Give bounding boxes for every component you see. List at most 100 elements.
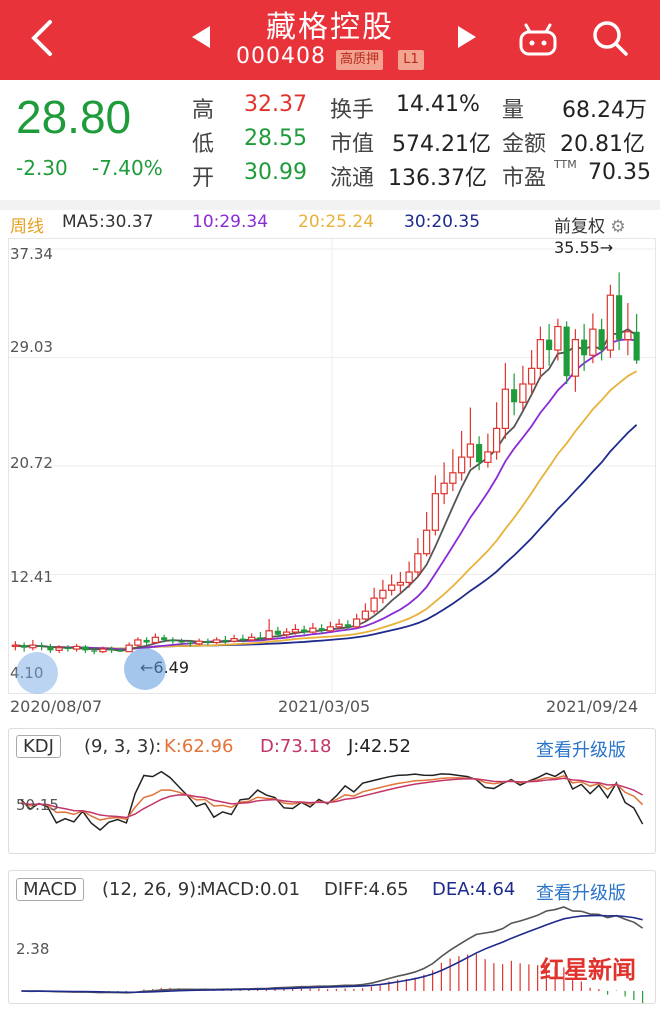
candle-body — [38, 645, 45, 647]
settings-gear-icon[interactable]: ⚙ — [610, 217, 626, 237]
candle — [484, 433, 492, 468]
search-icon[interactable] — [590, 18, 630, 58]
candle — [239, 634, 246, 643]
candle — [64, 645, 71, 652]
macd-panel[interactable] — [8, 870, 656, 1008]
candle — [344, 620, 351, 630]
candle — [117, 647, 124, 652]
candle-body — [282, 631, 291, 636]
candle — [501, 363, 510, 439]
candle-body — [606, 294, 615, 351]
candle-body — [414, 553, 422, 573]
kdj-svg — [20, 769, 644, 832]
candle — [11, 641, 20, 651]
market-cap-label: 市值 — [330, 132, 375, 157]
next-stock-icon[interactable] — [452, 22, 482, 52]
candle — [187, 639, 194, 647]
candle-body — [125, 644, 133, 653]
candle — [554, 318, 562, 361]
candle — [178, 638, 185, 646]
candle-body — [511, 389, 518, 403]
candle-body — [309, 627, 317, 633]
candle-body — [178, 641, 185, 643]
candle — [581, 323, 588, 371]
candle — [291, 624, 300, 635]
candle-body — [11, 644, 20, 648]
y-tick-1: 29.03 — [10, 338, 53, 356]
candle — [405, 561, 413, 588]
candle-body — [466, 443, 475, 458]
candle — [257, 632, 264, 642]
pledge-tag: 高质押 — [336, 50, 384, 70]
candle — [309, 622, 317, 634]
x-tick-2: 2021/09/24 — [546, 697, 639, 716]
period-label[interactable]: 周线 — [10, 217, 44, 237]
candle — [72, 643, 81, 652]
amount-value: 20.81亿 — [560, 132, 645, 157]
x-tick-0: 2020/08/07 — [10, 697, 103, 716]
pe-ttm-sup: TTM — [554, 158, 577, 171]
scroll-right-handle[interactable] — [124, 648, 166, 690]
candle-body — [204, 641, 211, 643]
kline-chart[interactable] — [8, 238, 656, 694]
turnover-label: 换手 — [330, 98, 375, 123]
candle — [282, 628, 291, 638]
candle-body — [422, 529, 431, 555]
candle — [589, 313, 597, 364]
back-icon[interactable] — [22, 16, 62, 60]
candle-body — [134, 639, 142, 646]
volume-value: 68.24万 — [562, 98, 647, 123]
candle-body — [536, 339, 545, 369]
candle — [265, 619, 273, 640]
candle — [476, 436, 483, 471]
candle — [440, 462, 448, 505]
ma10-line — [15, 338, 637, 651]
candle-body — [633, 331, 640, 361]
candle — [387, 574, 396, 596]
candle-body — [265, 630, 273, 640]
candle — [422, 511, 431, 557]
previous-stock-icon[interactable] — [186, 22, 216, 52]
level-tag: L1 — [398, 50, 424, 70]
candle-body — [501, 388, 510, 429]
candle — [492, 402, 501, 460]
ma30-line — [15, 424, 638, 650]
candle-body — [589, 328, 597, 356]
candle-body — [449, 472, 457, 484]
robot-assistant-icon[interactable] — [516, 22, 560, 58]
candle — [212, 637, 221, 644]
candle-body — [379, 589, 387, 599]
macd-upgrade-link[interactable]: 查看升级版 — [536, 883, 626, 904]
candle — [616, 272, 623, 351]
candle-body — [169, 639, 176, 642]
divider — [0, 200, 660, 210]
candle-body — [476, 444, 483, 463]
candle-body — [47, 646, 54, 651]
candle-body — [247, 636, 256, 641]
adjust-toggle[interactable]: 前复权 ⚙ — [554, 212, 626, 237]
kdj-panel[interactable] — [8, 728, 656, 854]
kdj-indicator-selector[interactable]: KDJ — [16, 735, 61, 758]
candle-body — [29, 644, 37, 649]
ma30-legend: 30:20.35 — [404, 212, 481, 232]
candle — [134, 637, 142, 647]
candle-body — [527, 367, 536, 385]
macd-params: (12, 26, 9): — [102, 879, 203, 900]
candle — [47, 643, 54, 653]
candle — [379, 579, 387, 604]
kdj-j-line — [20, 769, 644, 832]
candle-body — [108, 649, 115, 651]
top-bar: 藏格控股 000408 高质押 L1 — [0, 0, 660, 80]
candle — [571, 329, 580, 392]
candle — [546, 323, 553, 366]
candle-body — [581, 339, 588, 356]
scroll-left-handle[interactable] — [16, 652, 58, 694]
max-price-label: 35.55→ — [554, 238, 614, 257]
kdj-upgrade-link[interactable]: 查看升级版 — [536, 740, 626, 761]
low-label: 低 — [192, 132, 215, 157]
candle-body — [352, 618, 361, 628]
candle-body — [257, 637, 264, 639]
macd-indicator-selector[interactable]: MACD — [16, 878, 84, 901]
adjust-label: 前复权 — [554, 217, 605, 237]
candle — [431, 475, 440, 536]
